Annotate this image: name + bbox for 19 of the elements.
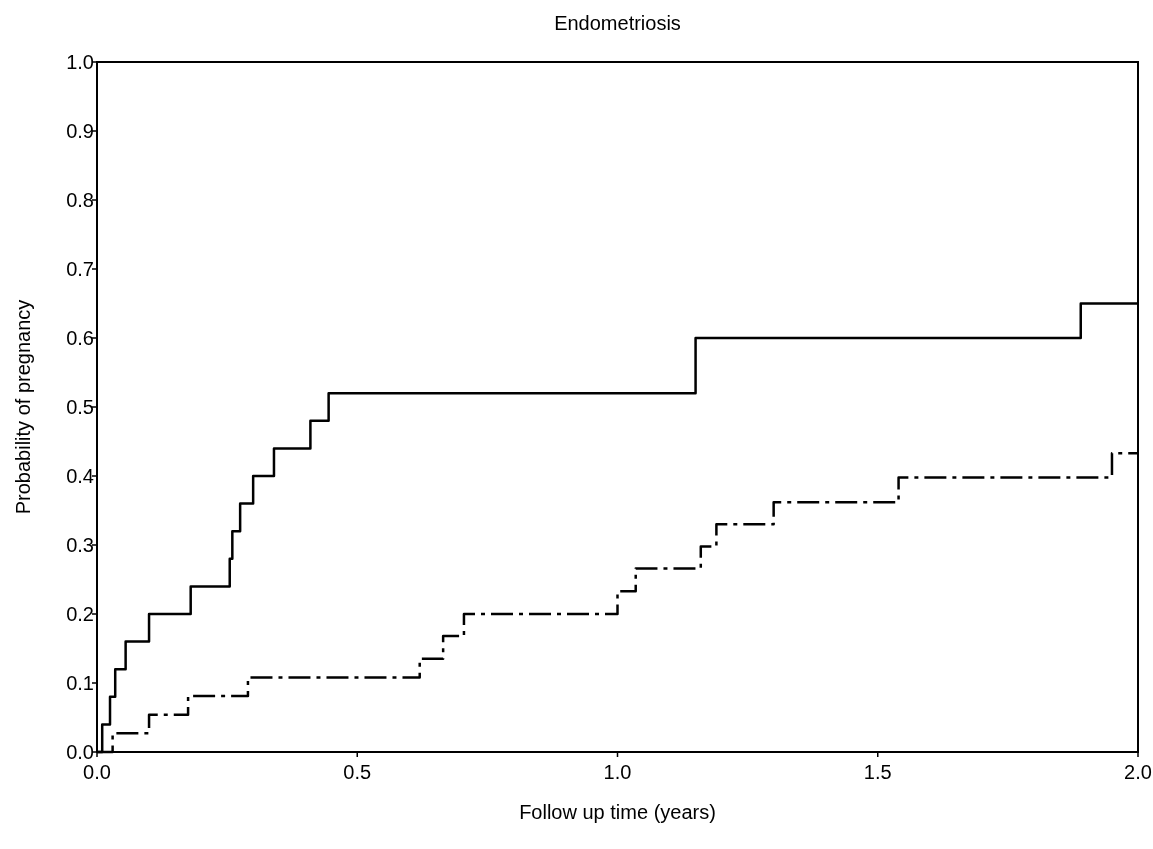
chart-title: Endometriosis [554, 12, 681, 34]
x-tick-label: 1.5 [863, 761, 892, 783]
y-tick-label: 0.9 [66, 120, 94, 142]
x-axis-title: Follow up time (years) [519, 801, 716, 823]
x-tick-label: 1.0 [603, 761, 632, 783]
x-tick-label: 2.0 [1124, 761, 1152, 783]
y-tick-label: 0.3 [66, 534, 94, 556]
y-tick-label: 0.6 [66, 327, 94, 349]
x-tick-label: 0.0 [83, 761, 111, 783]
y-tick-label: 1.0 [66, 51, 94, 73]
y-axis-title: Probability of pregnancy [12, 299, 34, 515]
y-tick-label: 0.5 [66, 396, 94, 418]
x-tick-label: 0.5 [343, 761, 372, 783]
y-tick-label: 0.8 [66, 189, 94, 211]
y-tick-label: 0.1 [66, 672, 94, 694]
y-tick-label: 0.7 [66, 258, 94, 280]
y-tick-label: 0.2 [66, 603, 94, 625]
y-tick-label: 0.4 [66, 465, 94, 487]
y-tick-label: 0.0 [66, 741, 94, 763]
